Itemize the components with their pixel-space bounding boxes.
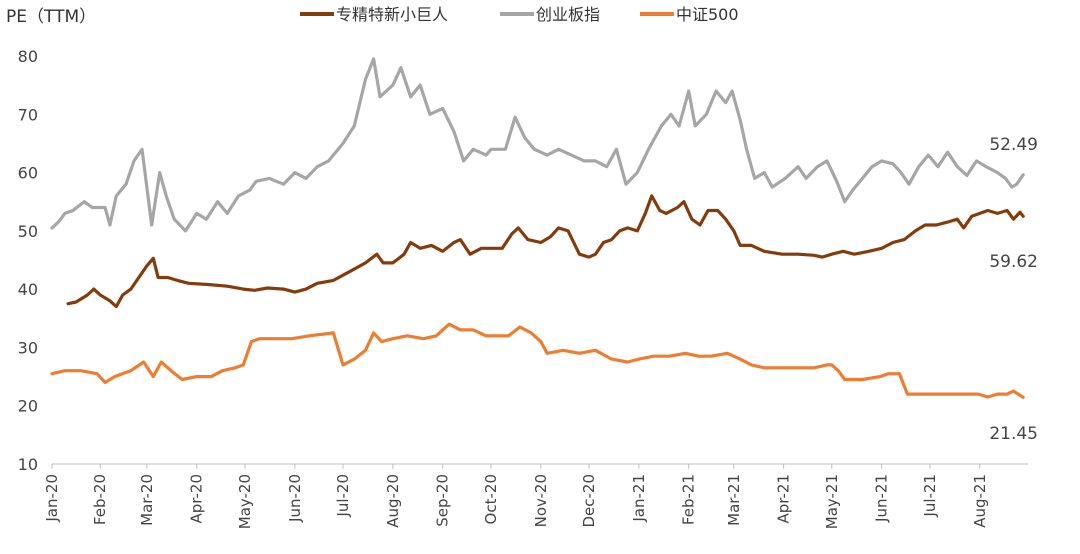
series-line-2 <box>50 322 1025 399</box>
series-lines <box>50 57 1025 399</box>
x-tick-label: Jun-20 <box>286 474 304 523</box>
y-axis-ticks: 10 20 30 40 50 60 70 80 <box>18 47 38 474</box>
x-tick-label: Aug-20 <box>384 474 402 528</box>
y-tick-label: 30 <box>18 338 38 357</box>
x-tick-label: Dec-20 <box>580 474 598 528</box>
end-value-label: 52.49 <box>989 135 1038 155</box>
x-tick-label: Jun-21 <box>873 474 891 523</box>
series-line-0 <box>66 194 1025 309</box>
x-tick-label: Feb-20 <box>91 474 109 525</box>
legend-label: 中证500 <box>676 5 739 24</box>
x-tick-label: Jan-21 <box>630 474 648 523</box>
end-value-labels: 52.49 59.62 21.45 <box>989 135 1038 444</box>
y-axis-label: PE（TTM） <box>6 7 96 27</box>
x-tick-label: Oct-20 <box>482 474 500 524</box>
y-tick-label: 80 <box>18 47 38 66</box>
series-line-1 <box>50 57 1025 233</box>
x-tick-label: Mar-20 <box>138 474 156 526</box>
x-tick-label: Apr-20 <box>188 474 206 524</box>
end-value-label: 59.62 <box>989 252 1038 272</box>
legend: 专精特新小巨人 创业板指 中证500 <box>300 5 739 24</box>
y-tick-label: 10 <box>18 455 38 474</box>
x-tick-label: Feb-21 <box>680 474 698 525</box>
x-tick-label: Jan-20 <box>43 474 61 523</box>
x-tick-label: Jul-21 <box>921 474 939 518</box>
x-axis-ticks: Jan-20 Feb-20 Mar-20 Apr-20 May-20 Jun-20 Jul-… <box>43 464 989 529</box>
y-tick-label: 20 <box>18 397 38 416</box>
y-tick-label: 60 <box>18 164 38 183</box>
x-tick-label: Jul-20 <box>334 474 352 518</box>
y-tick-label: 70 <box>18 105 38 124</box>
x-tick-label: May-20 <box>236 474 254 529</box>
x-tick-label: May-21 <box>823 474 841 529</box>
y-tick-label: 40 <box>18 280 38 299</box>
x-tick-label: Nov-20 <box>532 474 550 527</box>
x-tick-label: Apr-21 <box>775 474 793 524</box>
legend-label: 专精特新小巨人 <box>336 5 448 24</box>
x-tick-label: Mar-21 <box>725 474 743 526</box>
x-tick-label: Aug-21 <box>971 474 989 528</box>
end-value-label: 21.45 <box>989 424 1038 444</box>
legend-label: 创业板指 <box>536 5 600 24</box>
x-tick-label: Sep-20 <box>434 474 452 527</box>
y-tick-label: 50 <box>18 222 38 241</box>
